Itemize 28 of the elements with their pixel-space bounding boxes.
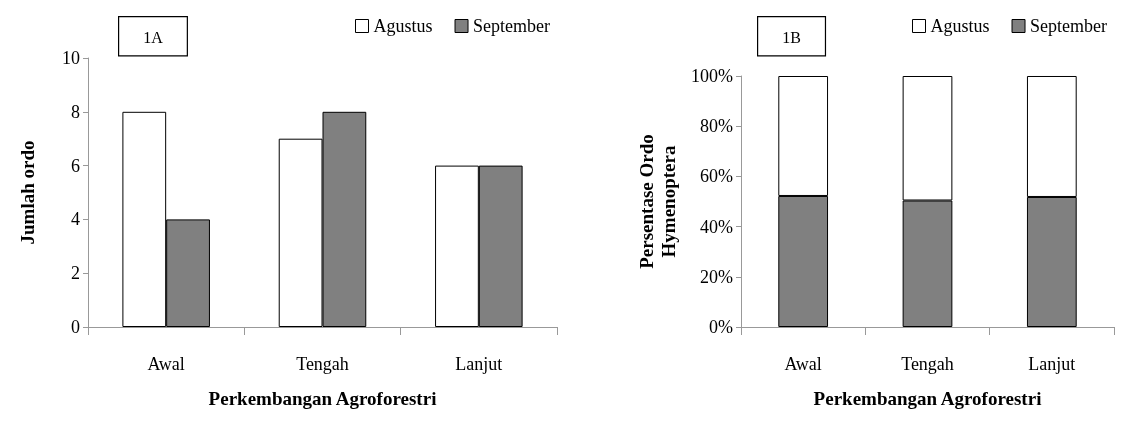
x-tick-label: Lanjut xyxy=(1028,354,1076,374)
text: 1A xyxy=(143,28,164,46)
legend-label: September xyxy=(473,16,551,36)
text: 1B xyxy=(782,28,801,46)
y-tick-label: 8 xyxy=(71,101,80,122)
legend-label: Agustus xyxy=(930,16,990,36)
y-tick-label: 20% xyxy=(700,266,733,287)
y-tick-label: 2 xyxy=(71,263,80,284)
x-tick-label: Tengah xyxy=(296,354,349,374)
legend-label: September xyxy=(1030,16,1108,36)
y-tick-label: 10 xyxy=(62,48,80,68)
x-tick-label: Awal xyxy=(784,354,822,374)
x-tick-label: Awal xyxy=(147,354,185,374)
y-tick-label: 6 xyxy=(71,155,80,176)
y-tick-label: 60% xyxy=(700,166,733,187)
legend-label: Agustus xyxy=(373,16,433,36)
x-tick-label: Lanjut xyxy=(455,354,503,374)
y-tick-label: 4 xyxy=(71,209,80,230)
x-axis-title: Perkembangan Agroforestri xyxy=(208,388,437,409)
y-axis-title: Jumlah ordo xyxy=(16,140,38,245)
x-axis-title: Perkembangan Agroforestri xyxy=(813,388,1042,409)
y-axis-title: Persentase Ordo Hymenoptera xyxy=(635,134,679,269)
y-tick-label: 0 xyxy=(71,317,80,337)
y-tick-label: 40% xyxy=(700,216,733,237)
x-tick-label: Tengah xyxy=(901,354,954,374)
y-tick-label: 0% xyxy=(709,317,733,337)
y-tick-label: 80% xyxy=(700,116,733,137)
y-tick-label: 100% xyxy=(691,66,733,86)
